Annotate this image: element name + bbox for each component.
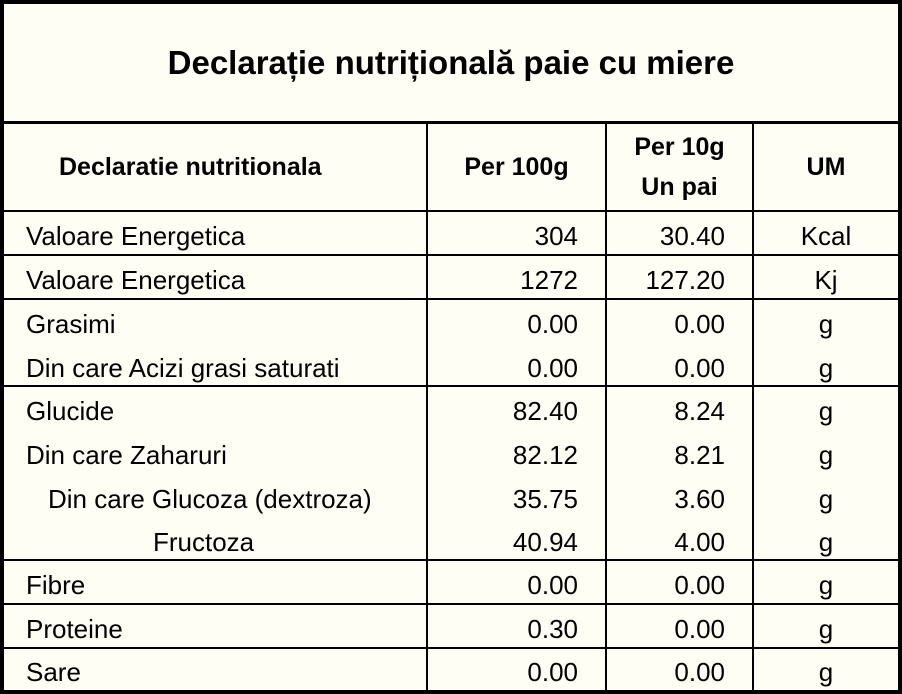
nutrient-name: Fibre [26,569,86,600]
unit-value: g [818,656,834,687]
header-per-10g: Per 10g Un pai [607,124,752,210]
value-per-100g: 1272 [520,264,578,295]
nutrient-name: Valoare Energetica [26,220,246,251]
value-per-10g: 3.60 [674,483,725,514]
nutrient-name: Sare [26,656,81,687]
row-divider [4,603,898,605]
header-per-100g: Per 100g [464,153,569,181]
column-divider [752,121,754,694]
unit-value: g [818,439,834,470]
nutrient-name: Din care Acizi grasi saturati [26,352,340,383]
header-unit: UM [806,153,846,181]
nutrient-name: Grasimi [26,308,116,339]
table-title: Declarație nutrițională paie cu miere [4,4,898,124]
nutrient-name: Valoare Energetica [26,264,246,295]
row-divider [4,559,898,561]
nutrient-name: Din care Glucoza (dextroza) [48,483,372,514]
value-per-10g: 30.40 [659,220,725,251]
value-per-10g: 0.00 [674,352,725,383]
value-per-100g: 0.00 [527,656,578,687]
value-per-10g: 0.00 [674,308,725,339]
nutrient-name: Glucide [26,395,115,426]
column-divider [605,121,607,694]
value-per-10g: 0.00 [674,613,725,644]
nutrient-name: Fructoza [153,526,255,557]
value-per-10g: 8.21 [674,439,725,470]
value-per-100g: 0.00 [527,569,578,600]
value-per-100g: 82.12 [512,439,578,470]
unit-value: g [818,569,834,600]
value-per-100g: 40.94 [512,526,578,557]
unit-value: g [818,613,834,644]
unit-value: g [818,526,834,557]
row-divider [4,254,898,256]
value-per-100g: 0.00 [527,352,578,383]
value-per-100g: 82.40 [512,395,578,426]
value-per-10g: 8.24 [674,395,725,426]
row-divider [4,210,898,212]
unit-value: Kcal [800,220,852,251]
header-nutrient: Declaratie nutritionala [59,153,322,181]
unit-value: g [818,352,834,383]
unit-value: g [818,395,834,426]
nutrient-name: Proteine [26,613,123,644]
value-per-10g: 4.00 [674,526,725,557]
unit-value: Kj [814,264,838,295]
row-divider [4,647,898,649]
row-divider [4,385,898,387]
unit-value: g [818,483,834,514]
header-per-10g-line2: Un pai [641,173,718,201]
value-per-10g: 0.00 [674,569,725,600]
value-per-100g: 0.00 [527,308,578,339]
value-per-10g: 127.20 [645,264,725,295]
value-per-100g: 0.30 [527,613,578,644]
value-per-10g: 0.00 [674,656,725,687]
value-per-100g: 35.75 [512,483,578,514]
value-per-100g: 304 [534,220,578,251]
column-divider [426,121,428,694]
header-per-10g-line1: Per 10g [634,133,725,161]
unit-value: g [818,308,834,339]
nutrient-name: Din care Zaharuri [26,439,227,470]
row-divider [4,298,898,300]
